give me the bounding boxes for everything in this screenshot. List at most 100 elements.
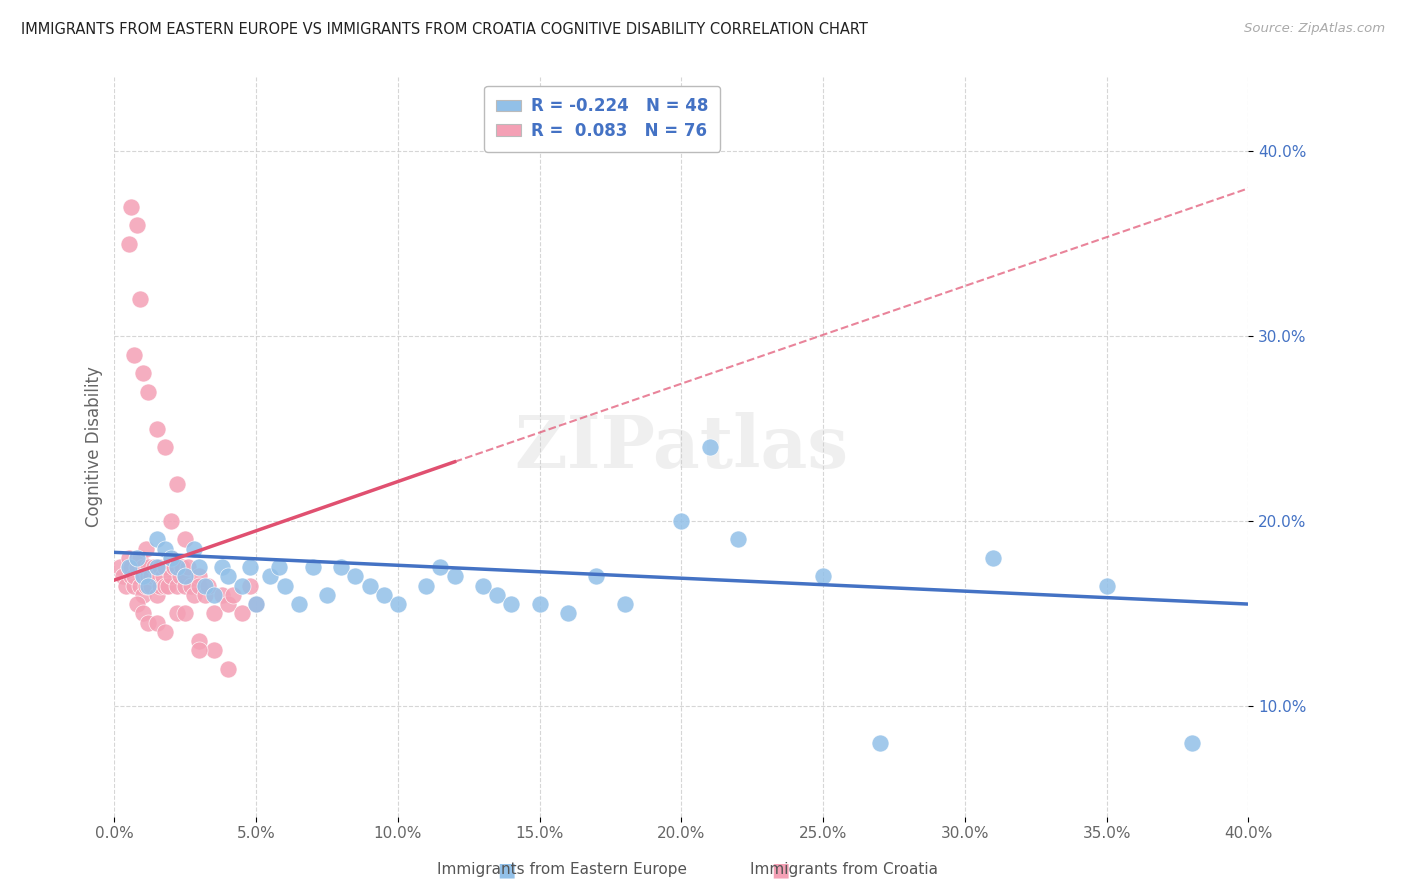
Point — [166, 477, 188, 491]
Point — [231, 607, 253, 621]
Point — [155, 440, 177, 454]
Point — [231, 579, 253, 593]
Point — [132, 560, 155, 574]
Point — [155, 624, 177, 639]
Point — [160, 569, 183, 583]
Point — [211, 588, 233, 602]
Point — [111, 569, 134, 583]
Point — [138, 615, 160, 630]
Point — [114, 579, 136, 593]
Point — [501, 597, 523, 611]
Point — [146, 588, 169, 602]
Point — [188, 643, 211, 657]
Point — [149, 579, 172, 593]
Point — [1095, 579, 1118, 593]
Point — [157, 579, 180, 593]
Point — [259, 569, 281, 583]
Text: ■: ■ — [496, 860, 516, 880]
Point — [177, 560, 200, 574]
Point — [472, 579, 495, 593]
Point — [127, 219, 149, 233]
Point — [302, 560, 325, 574]
Point — [217, 662, 239, 676]
Point — [245, 597, 267, 611]
Point — [166, 607, 188, 621]
Text: Immigrants from Eastern Europe: Immigrants from Eastern Europe — [437, 863, 688, 877]
Point — [727, 533, 749, 547]
Point — [217, 597, 239, 611]
Point — [155, 560, 177, 574]
Point — [138, 560, 160, 574]
Point — [149, 560, 172, 574]
Point — [671, 514, 693, 528]
Point — [183, 541, 205, 556]
Point — [132, 569, 155, 583]
Point — [146, 560, 169, 574]
Point — [316, 588, 339, 602]
Point — [194, 579, 217, 593]
Point — [160, 514, 183, 528]
Point — [699, 440, 721, 454]
Point — [117, 236, 139, 251]
Point — [146, 421, 169, 435]
Text: ZIPatlas: ZIPatlas — [515, 411, 848, 483]
Point — [160, 550, 183, 565]
Point — [183, 588, 205, 602]
Point — [138, 384, 160, 399]
Point — [160, 550, 183, 565]
Point — [194, 588, 217, 602]
Point — [117, 560, 139, 574]
Point — [172, 560, 194, 574]
Point — [1181, 736, 1204, 750]
Point — [152, 569, 174, 583]
Point — [120, 560, 142, 574]
Point — [169, 569, 191, 583]
Point — [557, 607, 579, 621]
Point — [127, 560, 149, 574]
Point — [132, 588, 155, 602]
Point — [202, 607, 225, 621]
Point — [155, 579, 177, 593]
Point — [166, 560, 188, 574]
Point — [132, 366, 155, 380]
Point — [188, 634, 211, 648]
Point — [188, 579, 211, 593]
Y-axis label: Cognitive Disability: Cognitive Disability — [86, 367, 103, 527]
Point — [188, 560, 211, 574]
Point — [174, 569, 197, 583]
Point — [486, 588, 509, 602]
Point — [122, 569, 145, 583]
Point — [141, 579, 163, 593]
Point — [174, 569, 197, 583]
Point — [202, 643, 225, 657]
Point — [529, 597, 551, 611]
Point — [188, 569, 211, 583]
Point — [138, 569, 160, 583]
Point — [174, 607, 197, 621]
Point — [122, 348, 145, 362]
Point — [155, 541, 177, 556]
Point — [141, 569, 163, 583]
Point — [429, 560, 451, 574]
Point — [127, 550, 149, 565]
Text: Source: ZipAtlas.com: Source: ZipAtlas.com — [1244, 22, 1385, 36]
Point — [415, 579, 437, 593]
Point — [981, 550, 1004, 565]
Point — [239, 560, 262, 574]
Point — [180, 579, 202, 593]
Text: ■: ■ — [770, 860, 790, 880]
Point — [163, 560, 186, 574]
Point — [174, 579, 197, 593]
Point — [359, 579, 381, 593]
Point — [202, 588, 225, 602]
Point — [143, 560, 166, 574]
Point — [245, 597, 267, 611]
Point — [117, 560, 139, 574]
Point — [811, 569, 834, 583]
Text: IMMIGRANTS FROM EASTERN EUROPE VS IMMIGRANTS FROM CROATIA COGNITIVE DISABILITY C: IMMIGRANTS FROM EASTERN EUROPE VS IMMIGR… — [21, 22, 868, 37]
Point — [122, 579, 145, 593]
Point — [129, 550, 152, 565]
Point — [613, 597, 636, 611]
Point — [146, 533, 169, 547]
Point — [120, 569, 142, 583]
